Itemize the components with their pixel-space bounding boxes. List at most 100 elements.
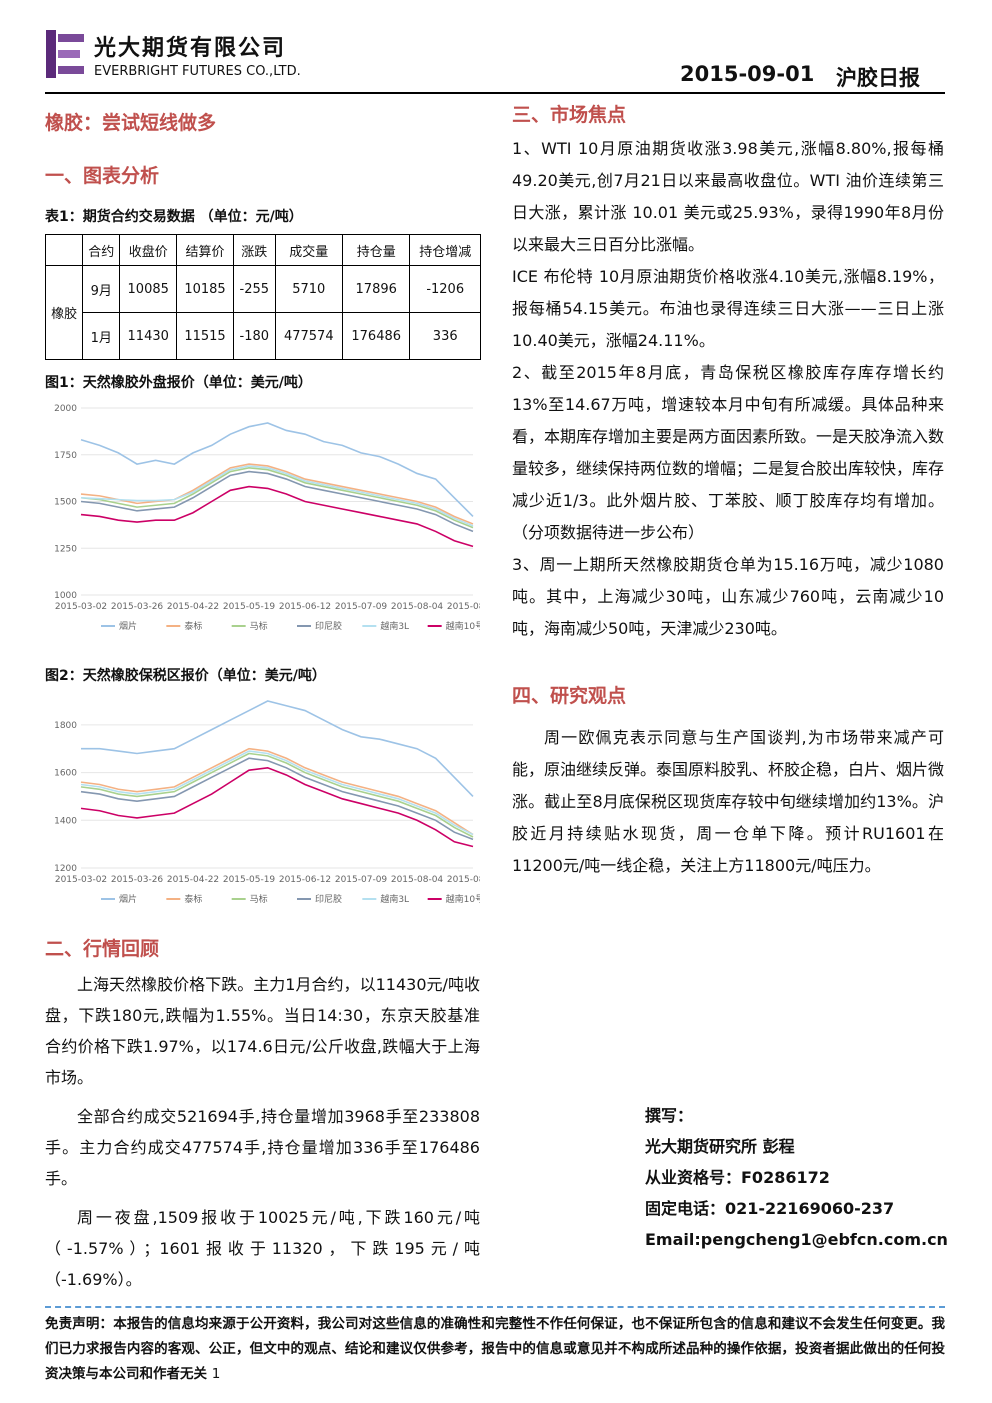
x-tick-label: 2015-08-28	[447, 602, 480, 612]
date: 2015-09-01	[680, 62, 815, 86]
right-column: 三、市场焦点 1、WTI 10月原油期货收涨3.98美元,涨幅8.80%,报每桶…	[512, 100, 944, 882]
x-tick-label: 2015-03-26	[111, 602, 164, 612]
x-tick-label: 2015-03-02	[55, 875, 107, 885]
footer: 免责声明：本报告的信息均来源于公开资料，我公司对这些信息的准确性和完整性不作任何…	[45, 1306, 945, 1387]
paragraph: 上海天然橡胶价格下跌。主力1月合约，以11430元/吨收盘，下跌180元,跌幅为…	[45, 975, 480, 1087]
left-column: 橡胶：尝试短线做多 一、图表分析 表1：期货合约交易数据 （单位：元/吨） 合约…	[44, 108, 481, 1295]
disclaimer: 免责声明：本报告的信息均来源于公开资料，我公司对这些信息的准确性和完整性不作任何…	[45, 1316, 945, 1382]
figure-caption: 图1：天然橡胶外盘报价（单位：美元/吨）	[45, 375, 312, 391]
x-tick-label: 2015-08-28	[447, 875, 480, 885]
th: 持仓增减	[409, 234, 481, 266]
th: 结算价	[176, 234, 234, 266]
y-tick-label: 1600	[54, 769, 77, 779]
legend-label: 泰标	[184, 620, 202, 632]
x-tick-label: 2015-06-12	[279, 602, 331, 612]
x-tick-label: 2015-05-19	[223, 875, 276, 885]
y-tick-label: 1200	[54, 864, 77, 874]
td: 10185	[176, 265, 234, 313]
series-line	[80, 470, 474, 533]
author-line: Email:pengcheng1@ebfcn.com.cn	[645, 1230, 948, 1249]
legend-label: 马标	[250, 893, 268, 905]
td: 10085	[119, 265, 178, 313]
section-title: 四、研究观点	[512, 685, 627, 707]
x-tick-label: 2015-03-02	[55, 602, 107, 612]
paragraph: 2、截至2015年8月底，青岛保税区橡胶库存库存增长约13%至14.67万吨，增…	[512, 363, 945, 542]
table: 合约 收盘价 结算价 涨跌 成交量 持仓量 持仓增减 橡胶 9月 10085 10185 -255 5…	[44, 234, 481, 360]
td: 5710	[274, 265, 344, 313]
td: 9月	[82, 265, 121, 313]
series-line	[80, 485, 474, 548]
legend-label: 越南10号	[446, 620, 480, 632]
chart: 1000 1250 1500 1750 2000 2015-03-02 2015-03-26…	[54, 404, 480, 632]
x-tick-label: 2015-04-22	[167, 875, 219, 885]
th: 合约	[82, 234, 121, 266]
legend-label: 印尼胶	[315, 893, 342, 905]
legend-label: 越南3L	[380, 893, 409, 905]
series-line	[80, 467, 474, 529]
page-number: 1	[211, 1366, 221, 1382]
series-line	[80, 465, 474, 527]
section-title: 三、市场焦点	[512, 104, 627, 126]
legend-label: 马标	[250, 620, 268, 632]
x-tick-label: 2015-06-12	[279, 875, 331, 885]
paragraph: 周一欧佩克表示同意与生产国谈判,为市场带来减产可能，原油继续反弹。泰国原料胶乳、…	[512, 728, 945, 875]
section-title: 一、图表分析	[45, 165, 160, 187]
author-block: 撰写： 光大期货研究所 彭程 从业资格号：F0286172 固定电话：021-2…	[645, 1100, 948, 1255]
x-tick-label: 2015-05-19	[223, 602, 276, 612]
x-tick-label: 2015-07-09	[335, 875, 388, 885]
td: 17896	[341, 265, 411, 313]
author-line: 撰写：	[645, 1106, 694, 1125]
series-line	[81, 700, 474, 797]
table-caption: 表1：期货合约交易数据 （单位：元/吨）	[45, 209, 303, 225]
x-tick-label: 2015-08-04	[391, 875, 444, 885]
series-line	[80, 463, 474, 525]
y-tick-label: 1750	[54, 451, 77, 461]
th: 收盘价	[119, 234, 178, 266]
author-line: 固定电话：021-22169060-237	[645, 1199, 895, 1218]
paragraph: 1、WTI 10月原油期货收涨3.98美元,涨幅8.80%,报每桶49.20美元…	[512, 139, 944, 254]
y-tick-label: 2000	[54, 404, 77, 414]
report-name: 沪胶日报	[836, 66, 920, 90]
td: 176486	[341, 312, 411, 360]
th: 涨跌	[232, 234, 276, 266]
td: 11515	[176, 312, 234, 360]
series-line	[80, 752, 474, 838]
paragraph: 周一夜盘,1509报收于10025元/吨,下跌160元/吨（-1.57%）；16…	[45, 1208, 480, 1289]
logo	[46, 30, 84, 78]
company-en: EVERBRIGHT FUTURES CO.,LTD.	[94, 64, 301, 79]
td: 11430	[119, 312, 178, 360]
td: -1206	[409, 265, 481, 313]
series-line	[80, 422, 474, 518]
paragraph: 全部合约成交521694手,持仓量增加3968手至233808手。主力合约成交4…	[45, 1107, 480, 1188]
series-line	[80, 766, 474, 848]
x-tick-label: 2015-07-09	[335, 602, 388, 612]
td: -180	[232, 312, 276, 360]
td: 1月	[82, 312, 121, 360]
legend-label: 越南10号	[446, 893, 480, 905]
td: -255	[232, 265, 276, 313]
x-tick-label: 2015-08-04	[391, 602, 444, 612]
legend-label: 越南3L	[380, 620, 409, 632]
x-tick-label: 2015-03-26	[111, 875, 164, 885]
y-tick-label: 1250	[54, 544, 77, 554]
x-tick-label: 2015-04-22	[167, 602, 219, 612]
th: 持仓量	[341, 234, 411, 266]
y-tick-label: 1000	[54, 591, 77, 601]
author-line: 从业资格号：F0286172	[645, 1168, 830, 1187]
th: 成交量	[274, 234, 344, 266]
series-line	[80, 757, 474, 841]
series-line	[80, 750, 474, 836]
series-line	[80, 747, 474, 836]
legend-label: 印尼胶	[315, 620, 342, 632]
legend-label: 泰标	[184, 893, 202, 905]
paragraph: ICE 布伦特 10月原油期货价格收涨4.10美元,涨幅8.19%，报每桶54.…	[512, 267, 944, 350]
company-cn: 光大期货有限公司	[94, 36, 287, 61]
author-line: 光大期货研究所 彭程	[645, 1137, 795, 1156]
section-title: 二、行情回顾	[45, 938, 160, 960]
y-tick-label: 1500	[54, 498, 77, 508]
header-rule	[45, 92, 945, 94]
legend-label: 烟片	[119, 893, 137, 905]
corner	[44, 234, 84, 266]
